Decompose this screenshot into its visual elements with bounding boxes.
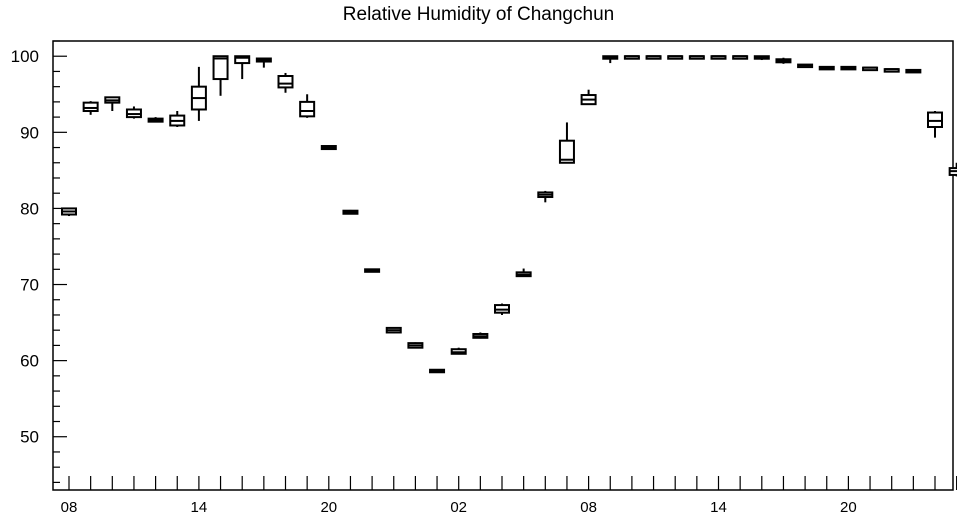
y-tick-label: 80: [20, 199, 39, 218]
box: [710, 55, 727, 60]
box: [234, 55, 251, 80]
box: [364, 268, 381, 273]
chart-title: Relative Humidity of Changchun: [342, 4, 615, 25]
box: [82, 101, 99, 115]
box: [580, 89, 597, 106]
box: [558, 122, 575, 164]
box: [840, 65, 857, 71]
box: [385, 326, 402, 334]
box: [472, 332, 489, 339]
x-tick-label: 08: [61, 499, 78, 516]
box-series: [61, 55, 957, 374]
box: [732, 55, 749, 60]
plot-border: [52, 40, 954, 491]
box: [407, 342, 424, 349]
box-iqr: [927, 111, 943, 128]
box: [429, 368, 446, 374]
box: [775, 57, 792, 64]
box: [753, 55, 770, 61]
box: [688, 55, 705, 60]
box: [299, 94, 316, 118]
box: [212, 55, 229, 96]
box: [169, 111, 186, 127]
box: [125, 106, 142, 119]
y-tick-label: 90: [20, 123, 39, 142]
box: [645, 55, 662, 60]
box: [255, 57, 272, 68]
box: [190, 66, 207, 121]
x-tick-label: 08: [580, 499, 597, 516]
box-iqr: [82, 101, 99, 113]
x-tick-label: 20: [840, 499, 857, 516]
x-axis: 081420020814200208: [61, 476, 957, 516]
y-tick-label: 70: [20, 276, 39, 295]
box-iqr: [212, 55, 229, 81]
box-iqr: [558, 139, 575, 164]
box: [494, 303, 510, 315]
box: [320, 145, 337, 151]
x-tick-label: 20: [320, 499, 337, 516]
y-tick-label: 50: [20, 428, 39, 447]
box: [797, 63, 814, 69]
box: [104, 96, 121, 112]
box: [883, 68, 900, 73]
box: [147, 117, 164, 123]
box: [927, 111, 943, 138]
box: [342, 209, 359, 215]
box: [602, 55, 619, 64]
box: [61, 207, 77, 217]
box: [623, 55, 640, 60]
x-tick-label: 02: [450, 499, 467, 516]
y-axis: 50 60 70 80 90 100: [11, 40, 67, 483]
box: [450, 347, 467, 355]
box: [862, 66, 879, 72]
plot-frame: [52, 40, 954, 491]
box: [818, 65, 835, 71]
x-tick-label: 14: [710, 499, 727, 516]
box: [277, 72, 294, 93]
y-tick-label: 60: [20, 352, 39, 371]
box: [537, 190, 554, 203]
box: [905, 68, 922, 74]
box-iqr: [277, 75, 294, 89]
box-iqr: [234, 55, 251, 65]
y-tick-label: 100: [11, 47, 39, 66]
box: [667, 55, 684, 60]
box: [515, 268, 532, 278]
x-tick-label: 14: [191, 499, 208, 516]
box-iqr: [299, 100, 316, 118]
